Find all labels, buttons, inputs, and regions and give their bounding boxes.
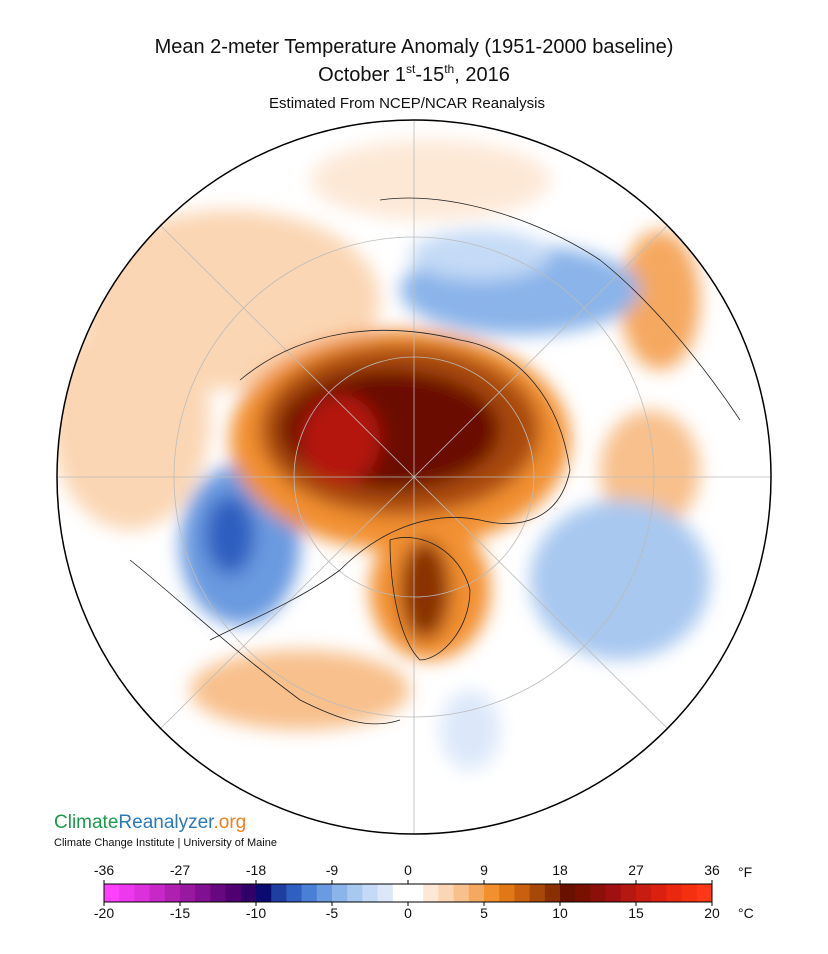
colorbar-segment — [362, 884, 379, 902]
colorbar-segment — [316, 884, 333, 902]
subtitle: Estimated From NCEP/NCAR Reanalysis — [269, 95, 545, 112]
colorbar-segment — [271, 884, 287, 902]
celsius-tick-label: 0 — [404, 905, 412, 921]
colorbar: -20 -15 -10 -5 0 5 10 15 20 -36 -27 -18 -9 0 9 18 27 36 — [94, 862, 720, 921]
institute: Climate Change Institute | University of… — [54, 837, 277, 849]
colorbar-segment — [468, 884, 485, 902]
colorbar-segment — [514, 884, 531, 902]
colorbar-segment — [423, 884, 439, 902]
map — [57, 120, 771, 834]
colorbar-segment — [666, 884, 683, 902]
colorbar-segment — [560, 884, 576, 902]
celsius-tick-label: -5 — [326, 905, 339, 921]
colorbar-segment — [620, 884, 637, 902]
colorbar-segment — [119, 884, 135, 902]
celsius-tick-label: -15 — [170, 905, 190, 921]
colorbar-segment — [104, 884, 120, 902]
colorbar-segment — [164, 884, 181, 902]
fahrenheit-tick-label: 0 — [404, 862, 412, 878]
celsius-tick-label: -20 — [94, 905, 114, 921]
date-sup: th — [444, 62, 454, 76]
colorbar-segment — [681, 884, 698, 902]
colorbar-segment — [408, 884, 424, 902]
logo-part: Reanalyzer — [118, 812, 215, 833]
fahrenheit-tick-label: -9 — [326, 862, 339, 878]
logo-part: .org — [213, 812, 246, 833]
colorbar-segment — [225, 884, 242, 902]
colorbar-segment — [499, 884, 515, 902]
date-part: -15 — [415, 64, 444, 86]
colorbar-segment — [210, 884, 227, 902]
colorbar-segment — [590, 884, 607, 902]
colorbar-segment — [256, 884, 272, 902]
colorbar-segment — [377, 884, 394, 902]
colorbar-segment — [438, 884, 455, 902]
colorbar-segment — [529, 884, 546, 902]
date-part: , 2016 — [454, 64, 510, 86]
colorbar-segment — [636, 884, 652, 902]
fahrenheit-tick-label: 9 — [480, 862, 488, 878]
date-sup: st — [406, 62, 416, 76]
colorbar-segment — [484, 884, 500, 902]
colorbar-segment — [240, 884, 257, 902]
celsius-unit: °C — [738, 905, 754, 921]
logo: ClimateReanalyzer.org — [54, 812, 246, 833]
fahrenheit-tick-label: 36 — [704, 862, 720, 878]
date-part: October 1 — [318, 64, 406, 86]
colorbar-segment — [149, 884, 166, 902]
fahrenheit-tick-label: -36 — [94, 862, 114, 878]
colorbar-segment — [301, 884, 318, 902]
colorbar-segment — [392, 884, 409, 902]
date: October 1st-15th, 2016 — [318, 62, 510, 86]
colorbar-segment — [134, 884, 151, 902]
globe-outline — [56, 119, 772, 835]
title: Mean 2-meter Temperature Anomaly (1951-2… — [155, 36, 674, 58]
fahrenheit-tick-label: -27 — [170, 862, 190, 878]
colorbar-segment — [651, 884, 667, 902]
celsius-tick-label: 5 — [480, 905, 488, 921]
fahrenheit-tick-label: 18 — [552, 862, 568, 878]
fahrenheit-tick-label: 27 — [628, 862, 644, 878]
celsius-tick-label: -10 — [246, 905, 266, 921]
colorbar-segment — [286, 884, 303, 902]
colorbar-segment — [605, 884, 622, 902]
colorbar-segment — [347, 884, 363, 902]
celsius-tick-label: 15 — [628, 905, 644, 921]
fahrenheit-tick-label: -18 — [246, 862, 266, 878]
colorbar-segment — [696, 884, 713, 902]
logo-part: Climate — [54, 812, 118, 833]
colorbar-segment — [180, 884, 196, 902]
colorbar-segment — [575, 884, 591, 902]
colorbar-segment — [453, 884, 470, 902]
celsius-tick-label: 20 — [704, 905, 720, 921]
celsius-tick-label: 10 — [552, 905, 568, 921]
fahrenheit-unit: °F — [738, 864, 752, 880]
colorbar-segment — [332, 884, 348, 902]
colorbar-segment — [195, 884, 211, 902]
colorbar-segment — [544, 884, 561, 902]
